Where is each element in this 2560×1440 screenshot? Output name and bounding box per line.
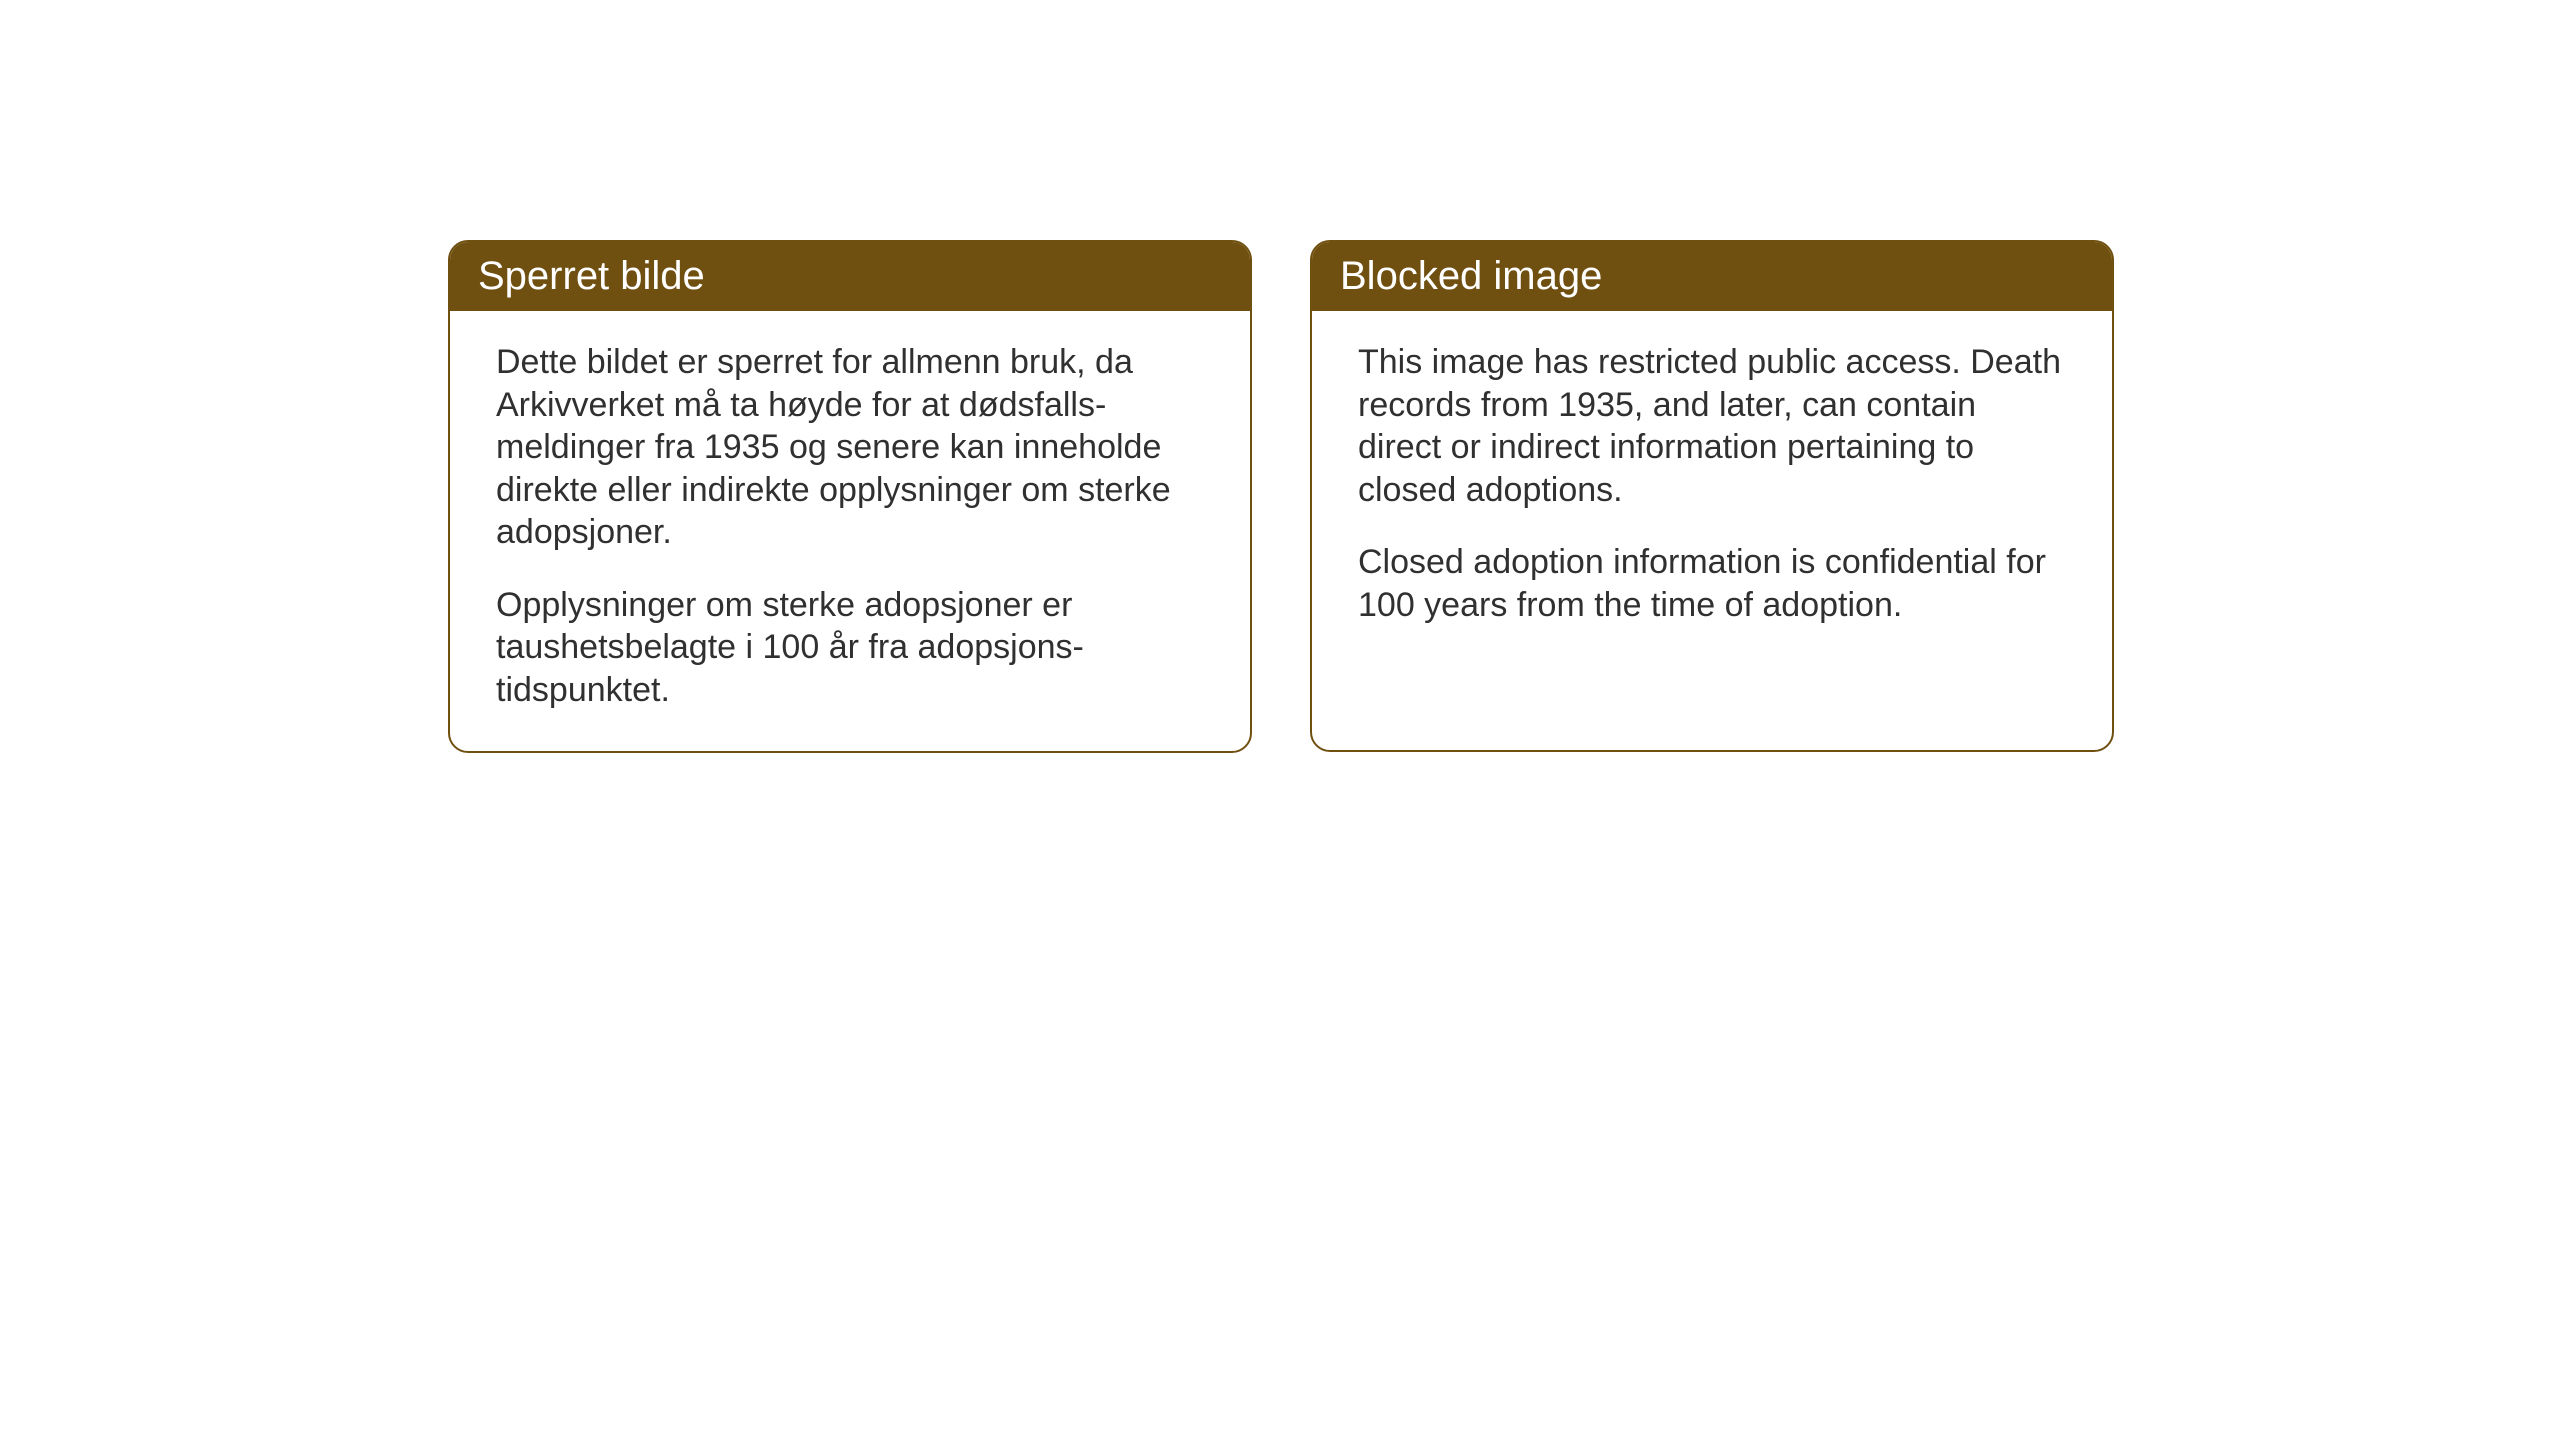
norwegian-paragraph-1: Dette bildet er sperret for allmenn bruk… [496,341,1204,554]
english-paragraph-1: This image has restricted public access.… [1358,341,2066,511]
norwegian-card-title: Sperret bilde [478,254,705,298]
english-card-header: Blocked image [1312,242,2112,311]
norwegian-paragraph-2: Opplysninger om sterke adopsjoner er tau… [496,584,1204,712]
english-paragraph-2: Closed adoption information is confident… [1358,541,2066,626]
english-card: Blocked image This image has restricted … [1310,240,2114,752]
norwegian-card: Sperret bilde Dette bildet er sperret fo… [448,240,1252,753]
norwegian-card-header: Sperret bilde [450,242,1250,311]
english-card-title: Blocked image [1340,254,1602,298]
english-card-body: This image has restricted public access.… [1312,311,2112,666]
norwegian-card-body: Dette bildet er sperret for allmenn bruk… [450,311,1250,751]
cards-container: Sperret bilde Dette bildet er sperret fo… [448,240,2114,753]
